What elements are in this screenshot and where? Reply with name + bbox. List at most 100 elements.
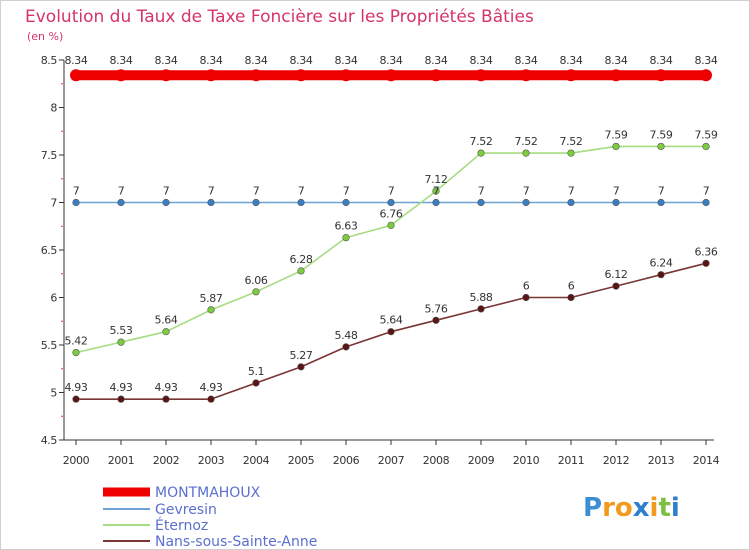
data-point [477,149,485,157]
brand-letter: i [650,493,659,523]
data-point [207,395,215,403]
data-point [522,198,530,207]
data-label: 5.76 [425,302,448,315]
data-label: 6 [568,280,575,293]
data-label: 8.34 [290,54,313,67]
y-tick-label: 6 [50,292,57,305]
data-label: 7 [388,185,395,198]
data-point [657,142,665,151]
data-point [162,395,170,403]
data-point [295,69,307,82]
data-point [162,328,170,336]
data-label: 5.1 [248,365,264,378]
data-label: 7 [433,185,440,198]
data-point [72,395,80,403]
data-label: 5.64 [155,314,178,327]
brand-logo: Proxiti [583,493,680,523]
data-label: 7 [613,185,620,198]
data-point [567,293,575,302]
data-point [342,234,350,242]
x-tick-label: 2014 [693,454,720,467]
data-point [657,271,665,279]
data-label: 7 [703,185,710,198]
data-point [385,69,397,82]
axes: 4.5 5 5.5 6 6.5 7 7.5 8 8.5 2000 2001 2002 2003 2004 2… [41,54,720,467]
data-label: 7.59 [695,128,718,141]
unit-label: (en %) [27,30,63,43]
data-label: 5.53 [110,324,133,337]
y-tick-label: 8 [50,102,57,115]
data-point [252,379,260,387]
data-label: 8.34 [155,54,178,67]
brand-letter: x [633,493,650,523]
data-point [522,293,530,302]
data-labels: 7 7 7 7 7 7 7 7 7 7 7 7 7 7 7 5.42 5.53 5.64 5.87 6.06 6.28 6… [65,54,719,394]
legend-label: Nans-sous-Sainte-Anne [155,534,317,550]
data-point [610,69,622,82]
data-point [297,198,305,207]
data-label: 4.93 [200,381,223,394]
data-label: 7.59 [605,128,628,141]
data-point [522,149,530,157]
data-label: 8.34 [560,54,583,67]
data-label: 8.34 [650,54,673,67]
data-label: 7 [343,185,350,198]
data-point [297,363,305,371]
data-point [612,282,620,290]
data-label: 8.34 [425,54,448,67]
data-point [72,349,80,357]
data-point [702,259,710,267]
data-label: 6.63 [335,220,358,233]
data-point [475,69,487,82]
data-point [657,198,665,207]
data-label: 7 [478,185,485,198]
brand-letter: i [671,493,680,523]
data-point [342,343,350,351]
data-point [297,267,305,275]
data-label: 5.64 [380,314,403,327]
x-tick-label: 2005 [288,454,315,467]
data-point [430,69,442,82]
chart-title: Evolution du Taux de Taxe Foncière sur l… [25,7,534,27]
x-tick-label: 2008 [423,454,450,467]
data-label: 5.87 [200,292,223,305]
data-label: 4.93 [155,381,178,394]
data-label: 8.34 [380,54,403,67]
data-point [387,328,395,336]
data-label: 8.34 [470,54,493,67]
data-point [432,187,440,195]
data-label: 6.36 [695,245,718,258]
x-tick-label: 2011 [558,454,584,467]
data-point [252,198,260,207]
legend-label: Éternoz [155,517,208,534]
data-point [567,149,575,157]
data-label: 6.12 [605,268,628,281]
data-point [612,198,620,207]
data-point [655,69,667,82]
data-point [702,198,710,207]
y-tick-label: 4.5 [41,434,58,447]
data-point [205,69,217,82]
data-point [252,288,260,296]
x-tick-label: 2006 [333,454,360,467]
data-label: 5.42 [65,335,88,348]
x-tick-label: 2010 [513,454,540,467]
data-point [387,198,395,207]
data-label: 6.24 [650,257,673,270]
brand-letter: o [615,493,633,523]
data-point [567,198,575,207]
data-label: 8.34 [200,54,223,67]
legend-label: MONTMAHOUX [155,485,261,501]
x-tick-label: 2009 [468,454,495,467]
data-label: 8.34 [605,54,628,67]
data-label: 6.76 [380,207,403,220]
data-point [565,69,577,82]
y-tick-label: 7 [50,197,57,210]
data-label: 7 [118,185,125,198]
data-label: 5.88 [470,291,493,304]
data-label: 8.34 [695,54,718,67]
x-tick-label: 2002 [153,454,179,467]
data-point [340,69,352,82]
legend: MONTMAHOUXGevresinÉternozNans-sous-Saint… [103,485,317,550]
